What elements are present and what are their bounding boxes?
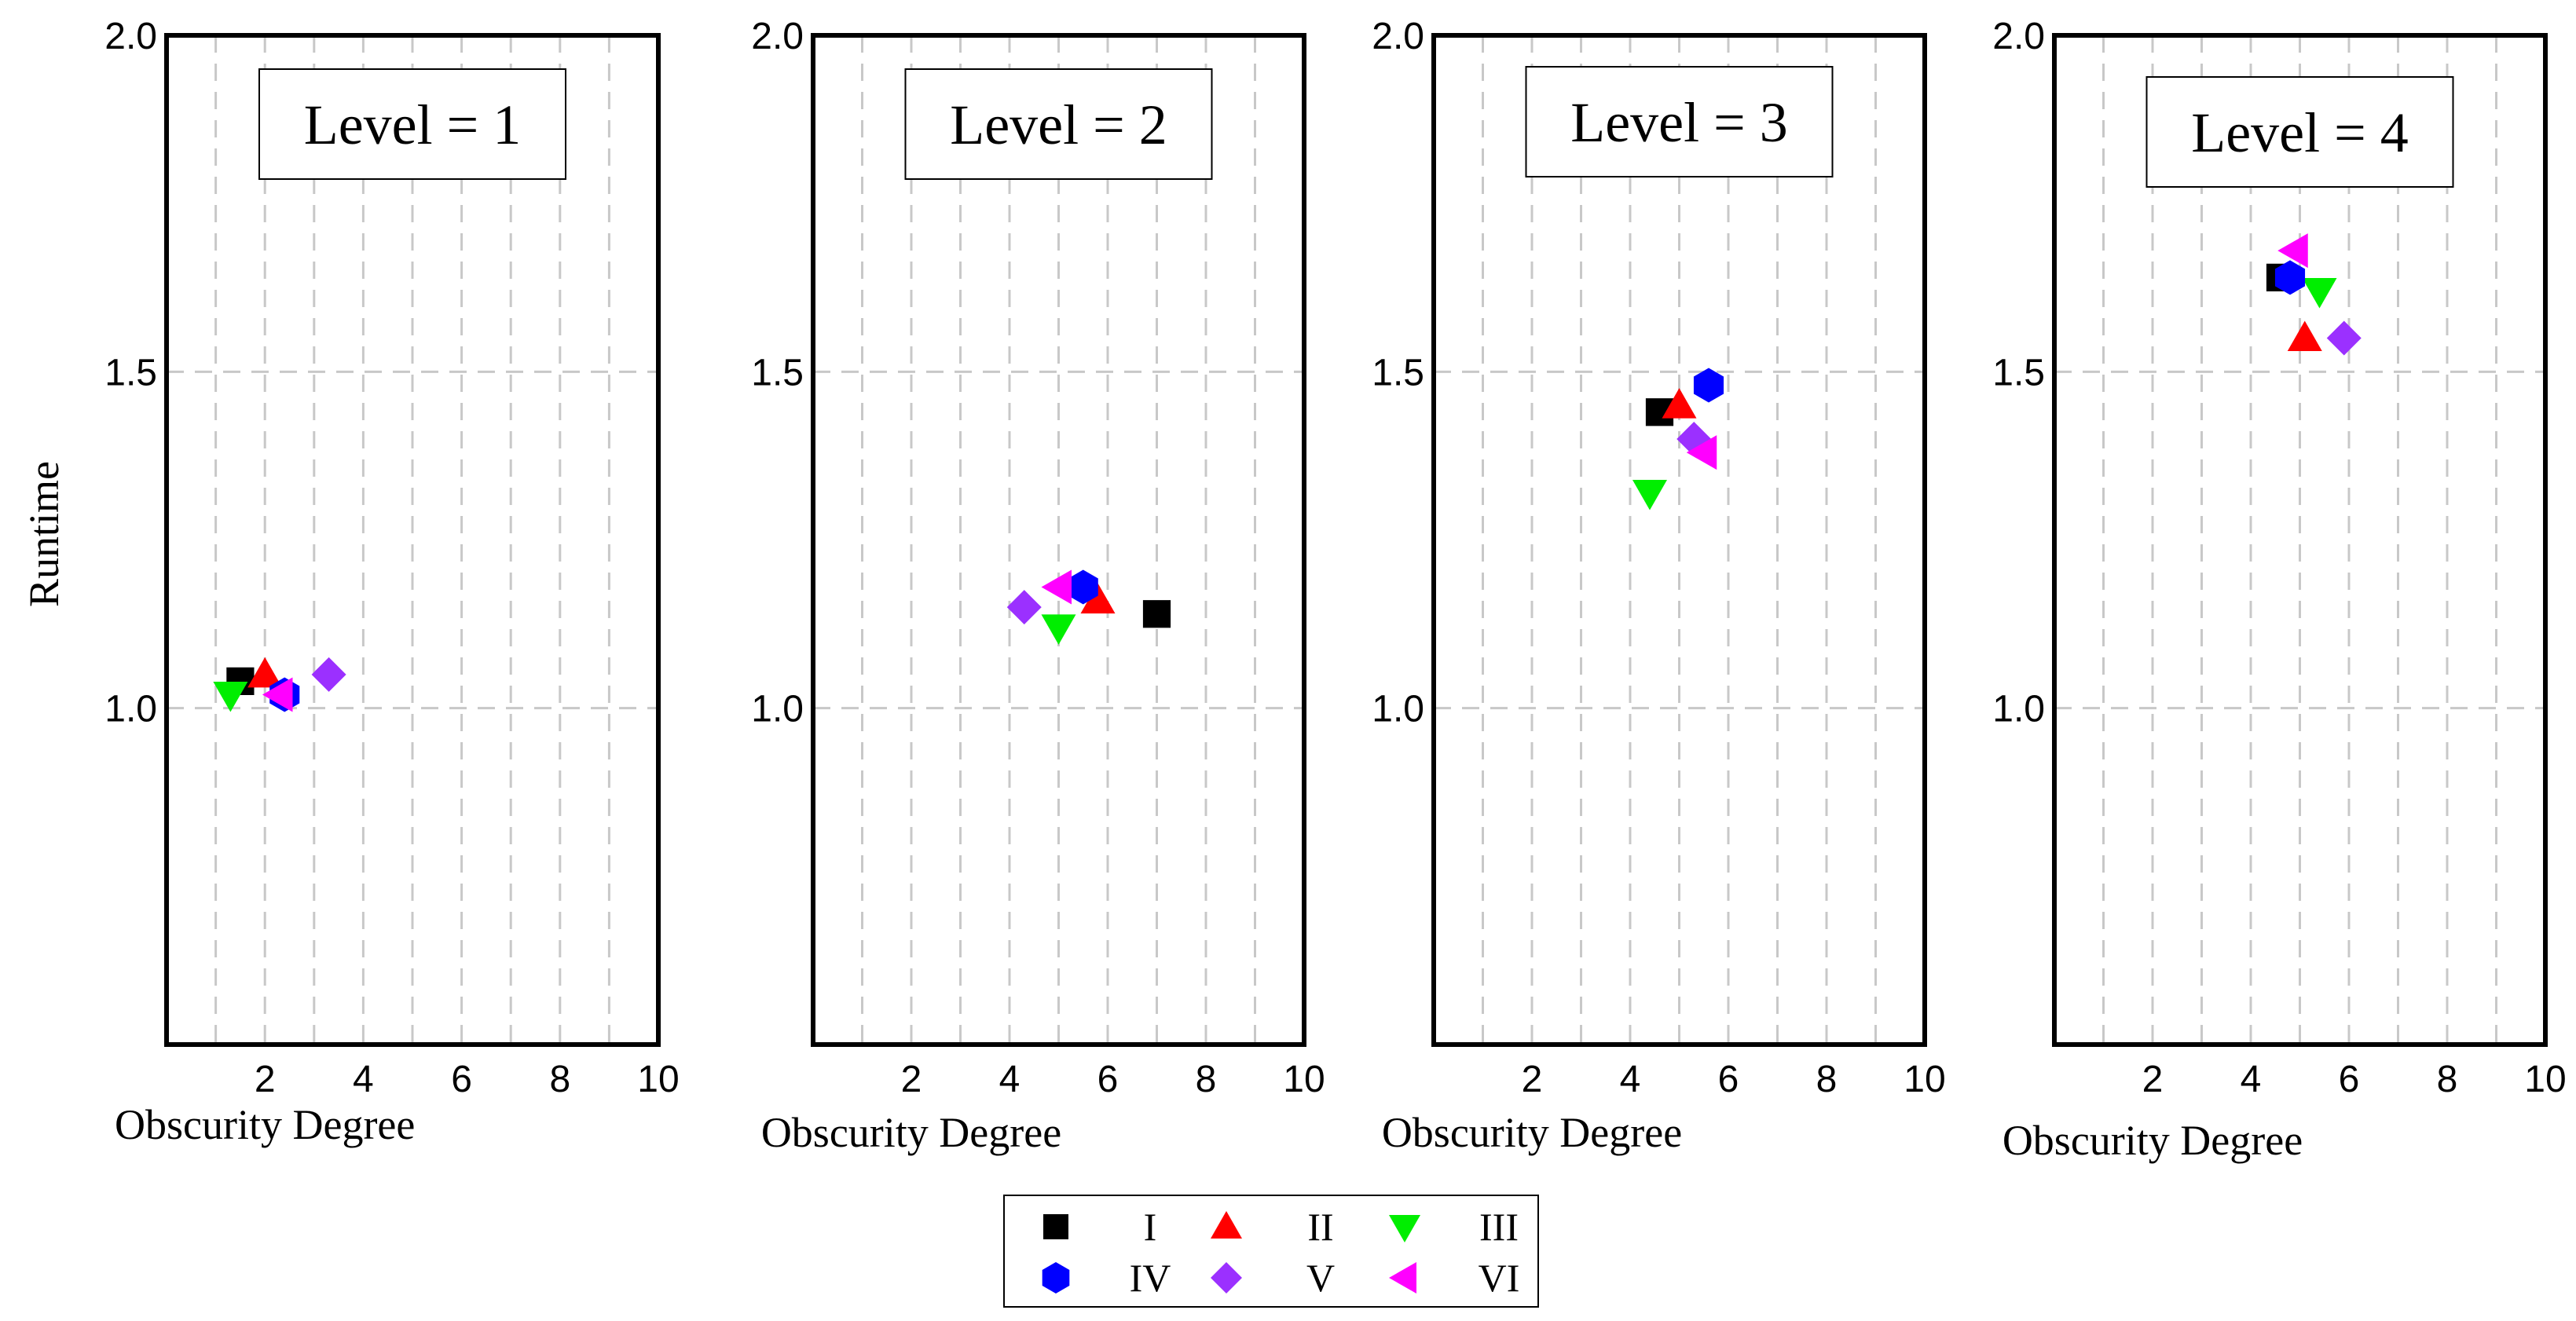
panel-title-box	[904, 68, 1213, 180]
panels: 2 4 6 8 10 1.0 1.5 2.0 Obscurity Degree Level = 1…	[104, 16, 2566, 1164]
x-axis-label: Obscurity Degree	[2003, 1117, 2303, 1164]
x-axis-label: Obscurity Degree	[1382, 1109, 1682, 1156]
x-tick-label: 8	[1196, 1059, 1217, 1100]
point-II	[247, 657, 283, 688]
point-III	[1041, 614, 1076, 645]
x-tick-label: 2	[255, 1059, 276, 1100]
legend-marker-I	[1043, 1214, 1068, 1239]
y-tick-label: 1.0	[104, 689, 157, 730]
panel-3: 2 4 6 8 10 1.0 1.5 2.0 Obscurity Degree Level = 3	[1372, 16, 1945, 1156]
x-tick-label: 2	[1522, 1059, 1543, 1100]
x-tick-label: 8	[2437, 1059, 2458, 1100]
x-tick-label: 10	[1283, 1059, 1325, 1100]
point-III	[1632, 480, 1667, 510]
y-axis-label: Runtime	[20, 461, 68, 607]
panel-2: 2 4 6 8 10 1.0 1.5 2.0 Obscurity Degree Level = 2	[751, 16, 1325, 1156]
panel-4: 2 4 6 8 10 1.0 1.5 2.0 Obscurity Degree Level = 4	[1992, 16, 2566, 1164]
point-VI	[2277, 233, 2308, 269]
legend-marker-IV	[1042, 1262, 1070, 1294]
x-axis-label: Obscurity Degree	[115, 1101, 415, 1148]
legend-marker-VI	[1389, 1262, 1416, 1294]
y-tick-label: 2.0	[751, 16, 804, 57]
panel-title-box	[1525, 66, 1834, 177]
point-II	[1662, 388, 1697, 419]
point-II	[1080, 583, 1116, 614]
plot-frame	[2052, 33, 2548, 1047]
y-tick-label: 2.0	[1992, 16, 2045, 57]
y-tick-label: 1.0	[751, 689, 804, 730]
legend-label: V	[1306, 1256, 1335, 1300]
panel-title: Level = 1	[304, 93, 522, 156]
x-axis-label: Obscurity Degree	[761, 1109, 1061, 1156]
x-tick-label: 2	[2142, 1059, 2164, 1100]
panel-title: Level = 2	[950, 93, 1167, 156]
panel-title: Level = 4	[2191, 101, 2409, 164]
panel-title-box	[258, 68, 566, 180]
point-VI	[262, 677, 293, 712]
point-V	[2326, 320, 2362, 356]
x-tick-label: 4	[353, 1059, 374, 1100]
point-I	[1142, 600, 1171, 628]
point-I	[1645, 398, 1674, 426]
point-IV	[1068, 569, 1098, 605]
legend-box	[1003, 1195, 1539, 1308]
point-III	[213, 682, 248, 712]
legend-label: IV	[1130, 1256, 1171, 1300]
y-tick-label: 1.0	[1992, 689, 2045, 730]
point-VI	[1041, 569, 1072, 605]
panel-title: Level = 3	[1570, 91, 1788, 154]
legend-marker-V	[1211, 1262, 1242, 1294]
x-tick-label: 8	[1816, 1059, 1838, 1100]
plot-frame	[164, 33, 661, 1047]
x-tick-label: 10	[637, 1059, 679, 1100]
y-tick-label: 2.0	[1372, 16, 1424, 57]
plot-frame	[811, 33, 1306, 1047]
point-VI	[1686, 435, 1717, 470]
legend-label: III	[1479, 1205, 1519, 1249]
y-tick-label: 1.5	[1372, 352, 1424, 393]
point-IV	[1693, 368, 1724, 403]
x-tick-label: 10	[1904, 1059, 1945, 1100]
point-III	[2302, 278, 2337, 309]
panel-title-box	[2145, 76, 2454, 188]
x-tick-label: 6	[1097, 1059, 1119, 1100]
x-tick-label: 6	[1718, 1059, 1739, 1100]
y-tick-label: 1.5	[751, 352, 804, 393]
point-IV	[2274, 260, 2306, 295]
legend-marker-III	[1389, 1215, 1420, 1242]
x-tick-label: 8	[549, 1059, 570, 1100]
legend-marker-II	[1211, 1211, 1242, 1239]
x-tick-label: 4	[999, 1059, 1021, 1100]
x-tick-label: 2	[901, 1059, 922, 1100]
point-V	[1006, 590, 1042, 625]
legend-label: VI	[1479, 1256, 1520, 1300]
x-tick-label: 6	[451, 1059, 472, 1100]
y-tick-label: 1.5	[104, 352, 157, 393]
panel-1: 2 4 6 8 10 1.0 1.5 2.0 Obscurity Degree Level = 1	[104, 16, 679, 1148]
legend-label: II	[1307, 1205, 1333, 1249]
y-tick-label: 1.5	[1992, 352, 2045, 393]
x-tick-label: 4	[2241, 1059, 2262, 1100]
y-tick-label: 2.0	[104, 16, 157, 57]
legend-label: I	[1144, 1205, 1157, 1249]
x-tick-label: 4	[1620, 1059, 1641, 1100]
x-tick-label: 6	[2339, 1059, 2360, 1100]
point-V	[311, 657, 346, 692]
y-tick-label: 1.0	[1372, 689, 1424, 730]
x-tick-label: 10	[2524, 1059, 2566, 1100]
plot-frame	[1431, 33, 1927, 1047]
point-II	[2287, 320, 2322, 351]
